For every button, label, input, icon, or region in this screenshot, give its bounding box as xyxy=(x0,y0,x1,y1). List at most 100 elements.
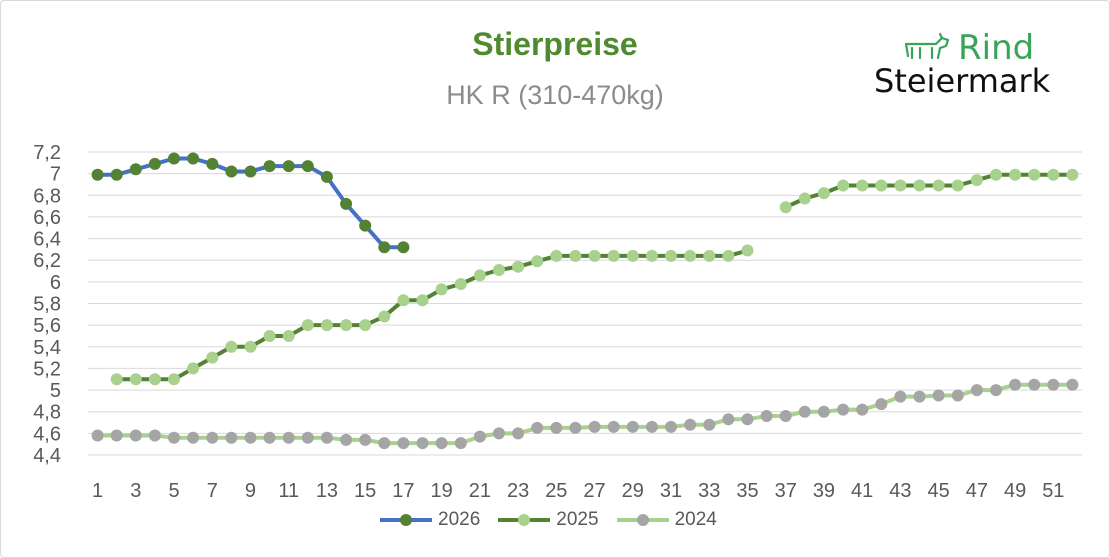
data-point xyxy=(263,431,276,444)
data-point xyxy=(359,219,372,232)
series-line-2025 xyxy=(116,248,749,382)
y-tick-label: 5,8 xyxy=(33,294,61,316)
data-point xyxy=(1047,378,1060,391)
data-point xyxy=(645,249,658,262)
data-point xyxy=(779,410,792,422)
data-point xyxy=(340,319,353,332)
data-point xyxy=(282,160,295,173)
y-tick-label: 4,4 xyxy=(33,445,61,467)
data-point xyxy=(225,340,238,353)
x-tick-label: 31 xyxy=(660,480,682,502)
data-point xyxy=(837,403,850,416)
x-tick-label: 37 xyxy=(775,480,797,502)
data-point xyxy=(187,152,200,165)
data-point xyxy=(798,192,811,205)
data-point xyxy=(493,264,505,276)
data-point xyxy=(970,384,983,397)
data-point xyxy=(263,330,276,342)
x-tick-label: 5 xyxy=(168,480,179,502)
data-point xyxy=(206,351,219,364)
x-tick-label: 7 xyxy=(207,480,218,502)
data-point xyxy=(741,413,754,426)
x-tick-label: 13 xyxy=(316,480,338,502)
data-point xyxy=(531,421,544,434)
data-point xyxy=(493,427,505,440)
legend-swatch-2024 xyxy=(616,514,669,526)
data-point xyxy=(148,157,161,170)
data-point xyxy=(378,437,391,450)
data-point xyxy=(550,421,563,434)
legend-label-2025: 2025 xyxy=(556,509,599,530)
data-point xyxy=(168,373,180,386)
data-point xyxy=(875,398,888,411)
data-point xyxy=(282,431,295,444)
data-point xyxy=(1028,168,1041,181)
chart-subtitle: HK R (310-470kg) xyxy=(446,80,664,110)
series-line-2024 xyxy=(97,382,1073,446)
x-tick-label: 35 xyxy=(736,480,758,502)
data-point xyxy=(990,384,1002,397)
data-point xyxy=(951,389,964,402)
y-tick-label: 6,2 xyxy=(33,250,61,272)
x-tick-label: 17 xyxy=(392,480,414,502)
data-point xyxy=(378,241,391,254)
data-point xyxy=(110,168,123,181)
data-point xyxy=(454,437,467,450)
data-point xyxy=(129,163,142,176)
data-point xyxy=(187,431,200,444)
data-point xyxy=(626,249,639,262)
data-point xyxy=(359,319,372,332)
y-tick-label: 5,6 xyxy=(33,315,61,337)
x-tick-label: 25 xyxy=(545,480,567,502)
x-tick-label: 39 xyxy=(813,480,835,502)
data-point xyxy=(1009,378,1022,391)
x-tick-label: 47 xyxy=(966,480,988,502)
y-tick-label: 6,8 xyxy=(33,185,61,207)
data-point xyxy=(1047,168,1060,181)
data-point xyxy=(263,160,276,173)
chart-title: Stierpreise xyxy=(472,26,638,62)
data-point xyxy=(301,431,314,444)
data-point xyxy=(340,433,353,446)
x-tick-label: 45 xyxy=(928,480,950,502)
legend-item-2024: 2024 xyxy=(616,509,717,531)
data-point xyxy=(875,179,888,192)
data-point xyxy=(435,437,448,450)
data-point xyxy=(340,197,353,210)
data-point xyxy=(378,310,391,323)
data-point xyxy=(550,249,563,262)
x-tick-label: 49 xyxy=(1004,480,1026,502)
y-tick-label: 4,6 xyxy=(33,423,61,445)
data-point xyxy=(569,421,582,434)
legend-swatch-2025 xyxy=(498,514,551,526)
data-point xyxy=(856,403,869,416)
data-point xyxy=(990,168,1002,181)
data-point xyxy=(435,283,448,296)
data-point xyxy=(817,405,830,418)
data-point xyxy=(837,179,850,192)
x-tick-label: 15 xyxy=(354,480,376,502)
data-point xyxy=(569,249,582,262)
data-point xyxy=(473,430,486,443)
data-point xyxy=(244,340,257,353)
data-point xyxy=(703,418,716,431)
data-point xyxy=(320,431,333,444)
y-tick-label: 5,4 xyxy=(33,337,61,359)
data-point xyxy=(894,179,907,192)
data-point xyxy=(894,390,907,403)
data-point xyxy=(110,429,123,442)
data-point xyxy=(760,410,773,422)
x-tick-label: 9 xyxy=(245,480,256,502)
gridlines xyxy=(88,151,1082,456)
x-tick-label: 33 xyxy=(698,480,720,502)
data-point xyxy=(359,433,372,446)
logo-region-text: Steiermark xyxy=(874,62,1051,100)
data-point xyxy=(416,437,429,450)
data-point xyxy=(148,429,161,442)
data-point xyxy=(129,373,142,386)
data-point xyxy=(301,319,314,332)
x-tick-label: 51 xyxy=(1042,480,1064,502)
y-tick-label: 4,8 xyxy=(33,402,61,424)
data-point xyxy=(187,362,200,375)
